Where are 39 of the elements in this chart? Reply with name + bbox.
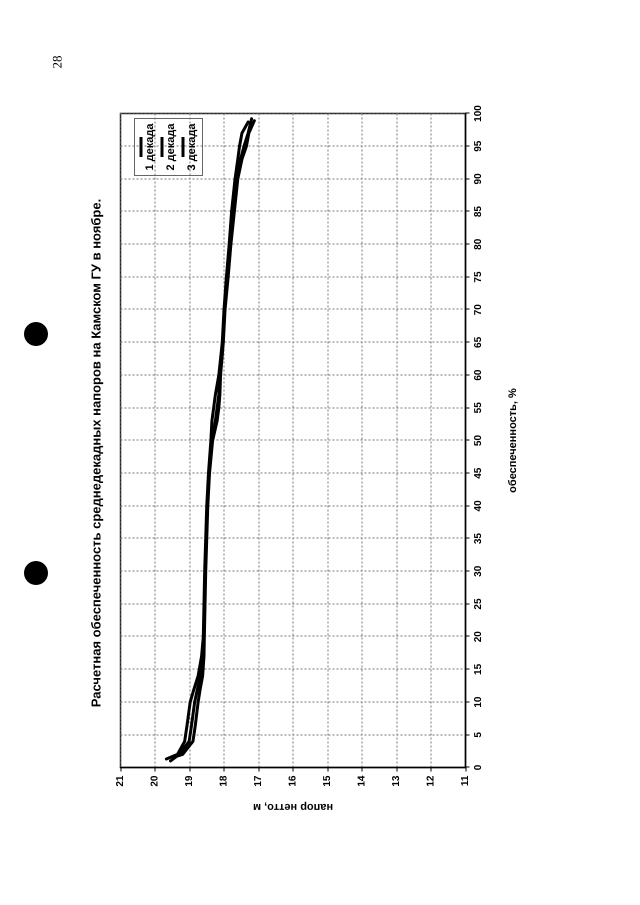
y-tick-label: 55: [472, 401, 484, 413]
y-tick-label: 30: [472, 564, 484, 576]
y-tick-label: 0: [472, 764, 484, 770]
x-tick-label: 19: [184, 774, 194, 786]
legend-label: 1 декада: [144, 122, 156, 170]
y-tick-label: 100: [472, 104, 484, 122]
y-tick-label: 85: [472, 205, 484, 217]
x-tick-label: 18: [218, 774, 229, 786]
text: Расчетная обеспеченность среднедекадных напоров на Камском ГУ в ноябре.: [88, 198, 103, 707]
y-tick-label: 25: [472, 598, 484, 610]
legend-label: 3 декада: [186, 122, 198, 170]
y-tick-label: 70: [472, 303, 484, 315]
x-tick-label: 15: [322, 774, 332, 786]
text: 28: [49, 55, 64, 68]
y-tick-label: 60: [472, 368, 484, 380]
legend-label: 2 декада: [164, 122, 176, 170]
y-tick-label: 20: [472, 630, 484, 642]
x-tick-label: 14: [356, 774, 367, 786]
y-tick-label: 95: [472, 140, 484, 152]
x-tick-label: 21: [114, 774, 126, 786]
y-axis-title: обеспеченность, %: [506, 387, 518, 492]
y-tick-label: 5: [472, 731, 484, 738]
x-tick-label: 13: [390, 774, 402, 786]
y-tick-label: 40: [472, 499, 484, 511]
x-tick-label: 17: [252, 774, 264, 786]
y-tick-label: 75: [472, 270, 484, 282]
y-tick-label: 10: [472, 696, 484, 708]
y-tick-label: 80: [472, 238, 484, 250]
y-tick-label: 15: [472, 662, 484, 674]
y-tick-label: 35: [472, 532, 484, 544]
y-tick-label: 45: [472, 466, 484, 478]
y-tick-label: 65: [472, 336, 484, 348]
x-axis-title: напор нетто, м: [252, 800, 333, 812]
y-tick-label: 50: [472, 434, 484, 446]
x-tick-label: 16: [287, 774, 298, 786]
x-tick-label: 20: [149, 774, 160, 786]
y-tick-label: 90: [472, 172, 484, 184]
x-tick-label: 12: [425, 774, 436, 786]
x-tick-label: 11: [460, 774, 470, 786]
